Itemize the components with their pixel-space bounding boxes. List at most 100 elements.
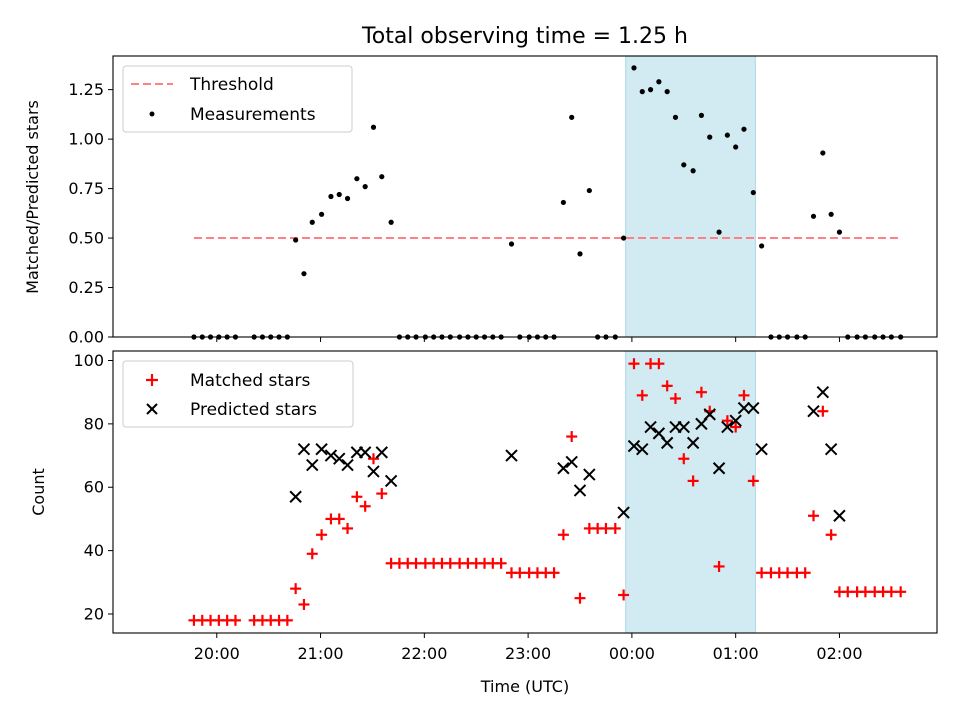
y-tick-label: 80 [84, 414, 104, 433]
matched-point [713, 560, 725, 572]
measurement-point [690, 168, 696, 174]
predicted-point [315, 443, 328, 456]
matched-point [444, 557, 456, 569]
measurement-point [759, 243, 765, 249]
measurement-point [810, 213, 817, 219]
matched-point [695, 386, 707, 398]
top-axes-frame [112, 55, 938, 338]
matched-point [359, 500, 371, 512]
matched-point [817, 405, 829, 417]
top-x-ticks [216, 337, 840, 342]
highlight-band [625, 55, 756, 338]
predicted-point [721, 420, 734, 434]
predicted-point [816, 385, 830, 399]
matched-point [747, 475, 759, 487]
matched-point [669, 393, 681, 405]
predicted-point [358, 446, 372, 459]
bottom-y-axis: 20 40 60 80 100 [73, 351, 113, 623]
predicted-point [384, 474, 398, 488]
highlight-band-bottom [625, 350, 756, 634]
matched-point [885, 586, 897, 598]
matched-point [281, 614, 293, 626]
predicted-point [557, 462, 570, 475]
measurement-point [631, 65, 637, 71]
measurement-point [741, 126, 747, 132]
x-tick-label: 00:00 [609, 644, 655, 663]
measurement-point [309, 219, 315, 225]
x-axis-label: Time (UTC) [480, 677, 569, 696]
matched-point [678, 453, 690, 465]
matched-point [738, 389, 750, 401]
predicted-point [833, 509, 846, 522]
predicted-point [644, 420, 657, 434]
x-tick-label: 22:00 [401, 644, 447, 663]
top-legend-box [122, 65, 353, 133]
predicted-point [636, 443, 649, 456]
matched-point [574, 592, 586, 604]
measurement-point [707, 134, 713, 140]
x-tick-label: 23:00 [505, 644, 551, 663]
predicted-point [367, 465, 380, 478]
matched-legend-label: Matched stars [190, 371, 310, 391]
measurement-point [301, 271, 307, 277]
top-legend: Threshold Measurements [122, 65, 353, 133]
measurement-point [672, 114, 679, 120]
predicted-point [627, 439, 641, 453]
predicted-legend-swatch [146, 403, 158, 415]
predicted-point [677, 420, 690, 434]
measurements-series [191, 65, 904, 340]
measurement-point [354, 176, 360, 182]
y-tick-label: 60 [84, 478, 104, 497]
predicted-point [737, 401, 751, 415]
predicted-point [755, 443, 768, 456]
y-tick-label: 40 [84, 541, 104, 560]
matched-point [661, 380, 673, 392]
matched-point [306, 548, 318, 560]
matched-point [756, 567, 768, 579]
matched-point [842, 586, 854, 598]
matched-point [298, 598, 310, 610]
measurement-point [820, 150, 826, 156]
x-tick-label: 02:00 [816, 644, 862, 663]
y-tick-label: 100 [73, 351, 104, 370]
predicted-point [324, 449, 338, 462]
matched-point [730, 421, 742, 433]
predicted-point [747, 401, 760, 415]
threshold-legend-label: Threshold [189, 75, 274, 95]
top-y-axis: 0.00 0.25 0.50 0.75 1.00 1.25 [68, 80, 113, 347]
measurement-point [388, 219, 394, 225]
predicted-point [289, 490, 302, 503]
y-tick-label: 20 [84, 604, 104, 623]
measurement-point [336, 191, 342, 198]
bottom-y-axis-label: Count [29, 468, 48, 516]
predicted-point [297, 443, 311, 456]
matched-point [721, 415, 733, 427]
measurement-point [656, 79, 662, 85]
matched-legend-swatch [146, 374, 158, 386]
measurement-point [318, 211, 325, 217]
matched-point [316, 529, 328, 541]
measurement-point [560, 199, 566, 206]
predicted-point [333, 452, 346, 465]
x-tick-label: 20:00 [194, 644, 240, 663]
measurement-point [716, 229, 722, 235]
matched-point [548, 567, 560, 579]
chart-title: Total observing time = 1.25 h [361, 24, 688, 49]
matched-point [825, 529, 837, 541]
matched-point [333, 513, 345, 525]
predicted-point [703, 408, 716, 421]
y-tick-label: 0.75 [68, 179, 104, 198]
matched-point [351, 491, 363, 503]
measurement-point [828, 211, 834, 217]
measurement-point [733, 144, 739, 150]
predicted-point [686, 436, 700, 450]
measurement-point [698, 112, 705, 118]
measurement-point [724, 132, 730, 138]
x-tick-label: 21:00 [298, 644, 344, 663]
predicted-point [712, 462, 726, 475]
predicted-stars-series [289, 385, 846, 522]
predicted-point [583, 468, 596, 481]
measurement-point [586, 187, 592, 194]
predicted-point [505, 449, 518, 462]
measurement-point [620, 235, 627, 241]
